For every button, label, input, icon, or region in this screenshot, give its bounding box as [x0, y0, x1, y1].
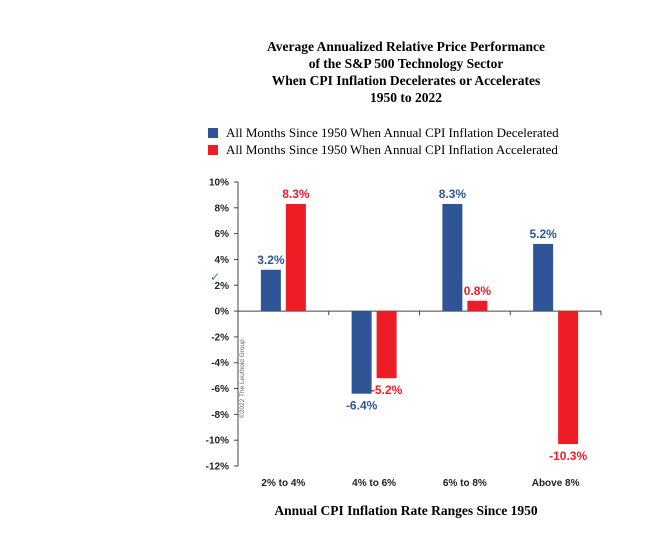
chart-title-line: of the S&P 500 Technology Sector	[308, 56, 504, 71]
x-category-label: 2% to 4%	[261, 478, 305, 489]
bar-decelerated	[351, 311, 372, 394]
y-tick-label: 10%	[209, 178, 229, 189]
chart-bars	[260, 203, 579, 445]
y-tick-label: 4%	[215, 255, 230, 266]
y-tick-label: -12%	[206, 462, 229, 473]
y-tick-label: -6%	[211, 384, 229, 395]
x-category-label: 4% to 6%	[352, 478, 396, 489]
y-tick-label: 2%	[215, 281, 230, 292]
x-axis-title: Annual CPI Inflation Rate Ranges Since 1…	[274, 503, 538, 518]
legend-item-decelerated: All Months Since 1950 When Annual CPI In…	[208, 124, 559, 141]
legend-label-decelerated: All Months Since 1950 When Annual CPI In…	[226, 124, 559, 140]
x-category-label: 6% to 8%	[443, 478, 487, 489]
bar-decelerated	[533, 243, 554, 312]
x-category-label: Above 8%	[532, 478, 580, 489]
data-label: 8.3%	[282, 187, 310, 201]
chart-labels: 3.2% -6.4% 8.3% 5.2% 8.3% -5.2% 0.8% -10.3%	[257, 187, 587, 463]
legend-swatch-decelerated	[208, 127, 218, 138]
chart-title-line: When CPI Inflation Decelerates or Accele…	[271, 73, 541, 88]
bar-accelerated	[376, 311, 397, 379]
y-tick-label: -4%	[211, 358, 229, 369]
y-tick-label: -10%	[206, 436, 229, 447]
y-tick-label: 0%	[215, 307, 230, 318]
bar-accelerated	[285, 203, 306, 312]
y-tick-label: 6%	[215, 229, 230, 240]
stray-check-mark: ✓	[210, 270, 221, 284]
data-label: -10.3%	[549, 449, 587, 463]
y-tick-label: -8%	[211, 410, 229, 421]
data-label: 0.8%	[464, 284, 492, 298]
legend-item-accelerated: All Months Since 1950 When Annual CPI In…	[208, 141, 559, 158]
data-label: 8.3%	[439, 187, 467, 201]
data-label: -5.2%	[371, 383, 403, 397]
chart-axes: 10% 8% 6% 4% 2% 0% -2% -4% -6% -8% -10% -12% 2% to 4…	[206, 178, 602, 489]
data-label: 3.2%	[257, 253, 285, 267]
data-label: 5.2%	[529, 227, 557, 241]
bar-accelerated	[558, 311, 579, 445]
chart-title-line: 1950 to 2022	[370, 90, 442, 105]
legend: All Months Since 1950 When Annual CPI In…	[208, 124, 559, 158]
bar-decelerated	[260, 269, 281, 312]
chart-title: Average Annualized Relative Price Perfor…	[196, 38, 616, 106]
y-tick-label: 8%	[215, 203, 230, 214]
bar-decelerated	[442, 203, 463, 312]
y-tick-label: -2%	[211, 332, 229, 343]
chart-title-line: Average Annualized Relative Price Perfor…	[267, 39, 545, 54]
data-label: -6.4%	[346, 399, 378, 413]
copyright-note: ©2022 The Leuthold Group	[239, 339, 246, 418]
bar-accelerated	[467, 300, 488, 312]
legend-label-accelerated: All Months Since 1950 When Annual CPI In…	[226, 141, 558, 157]
legend-swatch-accelerated	[208, 144, 218, 155]
